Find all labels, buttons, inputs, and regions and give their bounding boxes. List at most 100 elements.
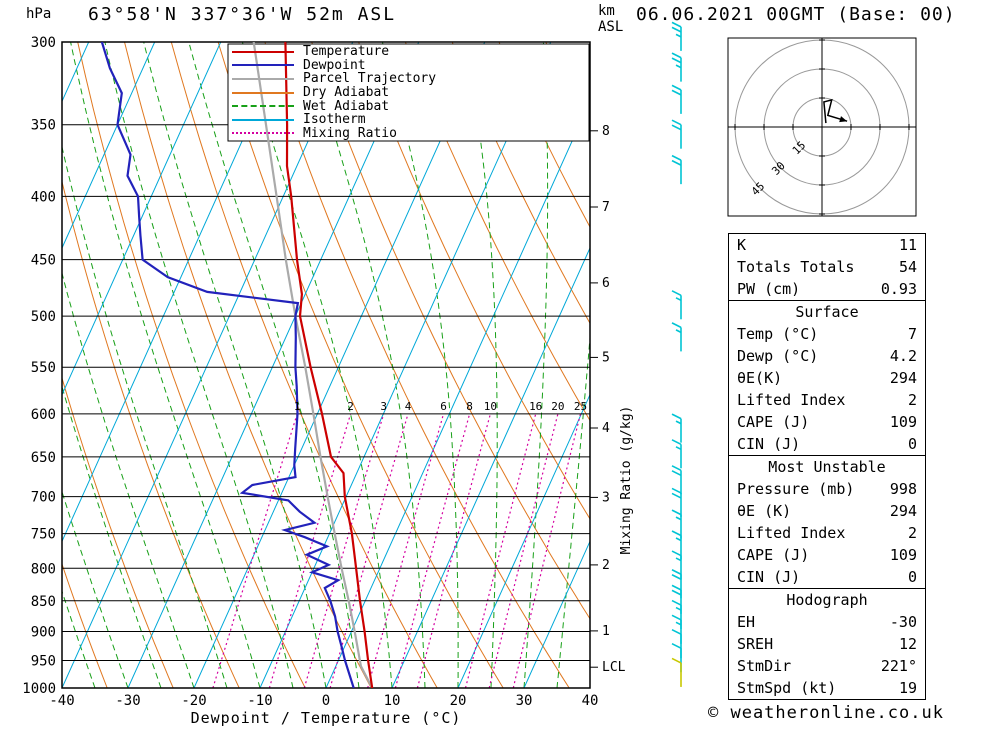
barb-full: [671, 492, 682, 499]
isotherm-line: [62, 42, 354, 688]
km-tick-label: 8: [602, 124, 610, 139]
isotherm-line: [325, 100, 590, 688]
mixing-ratio-value-label: 10: [484, 400, 497, 413]
mixing-ratio-line: [268, 413, 352, 688]
barb-full: [671, 574, 682, 580]
mixing-ratio-value-label: 2: [347, 400, 354, 413]
temp-tick-label: -40: [49, 693, 74, 709]
stat-label: StmSpd (kt): [737, 679, 837, 697]
wind-barb: [671, 52, 682, 82]
wind-barb: [671, 290, 682, 320]
mixing-ratio-axis-label: Mixing Ratio (g/kg): [619, 406, 634, 555]
stat-label: CIN (J): [737, 435, 801, 453]
stat-value: 109: [889, 413, 917, 431]
stat-value: 221°: [880, 657, 917, 675]
stat-row: StmDir 221°: [729, 655, 925, 677]
pressure-tick-label: 300: [31, 35, 56, 51]
barb-full: [671, 614, 682, 621]
wind-barb: [671, 439, 682, 469]
stat-row: θE(K) 294: [729, 367, 925, 389]
hodograph-trace-arrow: [839, 116, 848, 123]
wet-adiabat-line: [62, 589, 96, 688]
legend-label: Temperature: [303, 44, 390, 60]
dewpoint-curve: [100, 42, 355, 688]
hodograph-trace: [823, 98, 848, 124]
stat-row: Pressure (mb) 998: [729, 478, 925, 500]
legend-row: Isotherm: [232, 112, 436, 127]
stat-value: 11: [898, 236, 917, 254]
stat-value: -30: [889, 613, 917, 631]
legend-label: Parcel Trajectory: [303, 71, 437, 87]
isotherm-line: [62, 42, 156, 250]
wind-barb: [671, 465, 682, 495]
temp-tick-label: 40: [582, 693, 599, 709]
barb-full: [671, 589, 682, 596]
mixing-ratio-line: [303, 413, 385, 688]
barb-half: [675, 606, 682, 611]
pressure-tick-label: 350: [31, 118, 56, 134]
parcel-trajectory-curve: [252, 42, 374, 688]
pressure-tick-label: 750: [31, 527, 56, 543]
barb-full: [671, 599, 682, 606]
dry-adiabat-line: [498, 42, 590, 228]
stat-row: StmSpd (kt) 19: [729, 677, 925, 699]
wet-adiabat-line: [62, 384, 162, 688]
barb-full: [671, 159, 682, 166]
mixing-ratio-line: [416, 413, 491, 688]
stat-value: 294: [889, 369, 917, 387]
barb-full: [671, 470, 682, 477]
datetime-title: 06.06.2021 00GMT (Base: 00): [636, 4, 956, 25]
barb-half: [675, 446, 682, 451]
stat-section-title: Surface: [795, 303, 859, 321]
barb-full: [671, 26, 682, 33]
temperature-curve: [284, 42, 374, 688]
pressure-tick-label: 550: [31, 360, 56, 376]
stat-label: EH: [737, 613, 756, 631]
temp-tick-label: -10: [247, 693, 272, 709]
stat-row: SREH 12: [729, 633, 925, 655]
legend-label: Dry Adiabat: [303, 85, 390, 101]
legend-row: Dewpoint: [232, 57, 436, 73]
stat-value: 0: [907, 568, 917, 586]
stat-label: SREH: [737, 635, 774, 653]
barb-full: [671, 322, 682, 329]
isotherm-line: [523, 540, 590, 688]
barb-full: [671, 509, 682, 516]
temp-tick-label: -30: [115, 693, 140, 709]
stat-section-title: Most Unstable: [768, 458, 886, 476]
legend-label: Mixing Ratio: [303, 125, 397, 141]
legend-label: Dewpoint: [303, 57, 366, 73]
isotherm-line: [0, 42, 23, 688]
isotherm-line: [127, 42, 420, 688]
stat-row: K 11: [729, 234, 925, 256]
wind-barb: [671, 154, 682, 185]
axis-labels-group: 3003504004505005506006507007508008509009…: [22, 35, 625, 709]
km-tick-label: 5: [602, 350, 610, 365]
legend-line-sample: [232, 132, 294, 135]
isotherm-line: [62, 42, 288, 543]
stat-box-hodograph: Hodograph EH -30 SREH 12 StmDir 221° StmSpd (kt…: [728, 588, 926, 700]
stat-label: Temp (°C): [737, 325, 819, 343]
mixing-ratio-value-label: 16: [529, 400, 542, 413]
wind-barb: [671, 487, 682, 517]
barb-full: [671, 439, 682, 446]
barb-full: [671, 290, 682, 297]
barb-half: [675, 420, 682, 425]
stat-value: 54: [898, 258, 917, 276]
pressure-tick-label: 850: [31, 594, 56, 610]
stat-label: θE (K): [737, 502, 792, 520]
wind-barbs-group: [671, 21, 682, 687]
barb-half: [675, 297, 682, 302]
mixing-ratio-line: [329, 413, 409, 688]
mixing-ratio-value-label: 8: [466, 400, 473, 413]
isotherm-line: [457, 393, 590, 688]
stat-row: Dewp (°C) 4.2: [729, 345, 925, 367]
altitude-unit-km: km: [598, 3, 615, 19]
stat-row: CIN (J) 0: [729, 433, 925, 455]
stat-value: 12: [898, 635, 917, 653]
barb-half: [675, 33, 682, 38]
barb-full: [671, 584, 682, 591]
pressure-tick-label: 800: [31, 561, 56, 577]
km-tick-label: 6: [602, 276, 610, 291]
